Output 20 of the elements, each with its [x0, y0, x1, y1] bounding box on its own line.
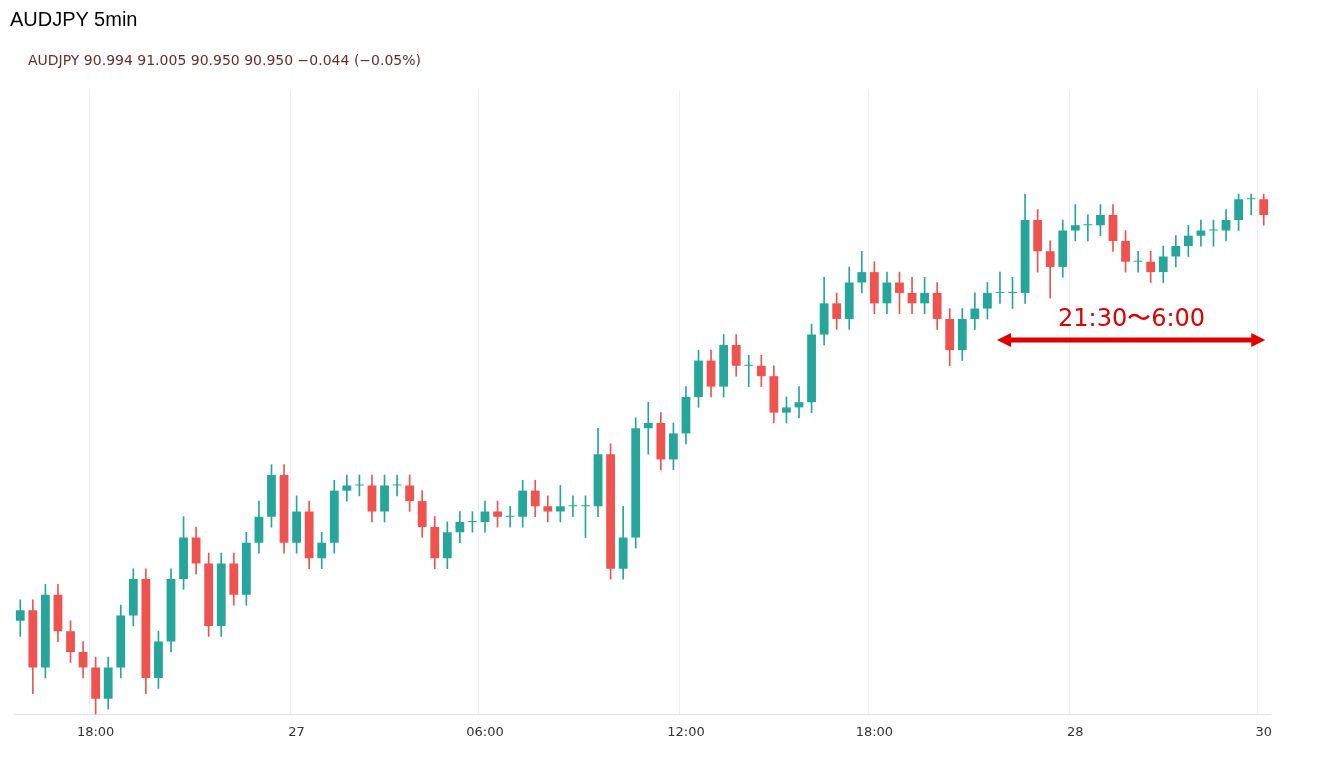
candlestick [505, 505, 515, 528]
candlestick [1070, 204, 1080, 242]
candlestick [1133, 250, 1143, 273]
x-tick-label: 28 [1067, 723, 1084, 739]
candlestick [342, 474, 352, 502]
x-tick-label: 27 [288, 723, 305, 739]
candlestick [643, 401, 653, 455]
x-tick-label: 06:00 [466, 723, 504, 739]
x-tick-label: 18:00 [76, 723, 115, 739]
candlestick [1083, 214, 1093, 242]
x-tick-label: 18:00 [855, 723, 894, 739]
annotation: 21:30〜6:00 [1058, 302, 1206, 334]
x-tick-label: 30 [1255, 723, 1272, 739]
chart-subtitle: AUDJPY 90.994 91.005 90.950 90.950 −0.044 (−0.05%) [28, 52, 422, 68]
candlestick [1196, 219, 1206, 247]
chart-title: AUDJPY 5min [10, 8, 138, 31]
candlestick [744, 355, 754, 387]
x-tick-label: 12:00 [667, 723, 705, 739]
candlestick [1246, 193, 1256, 216]
candlestick [543, 495, 553, 523]
